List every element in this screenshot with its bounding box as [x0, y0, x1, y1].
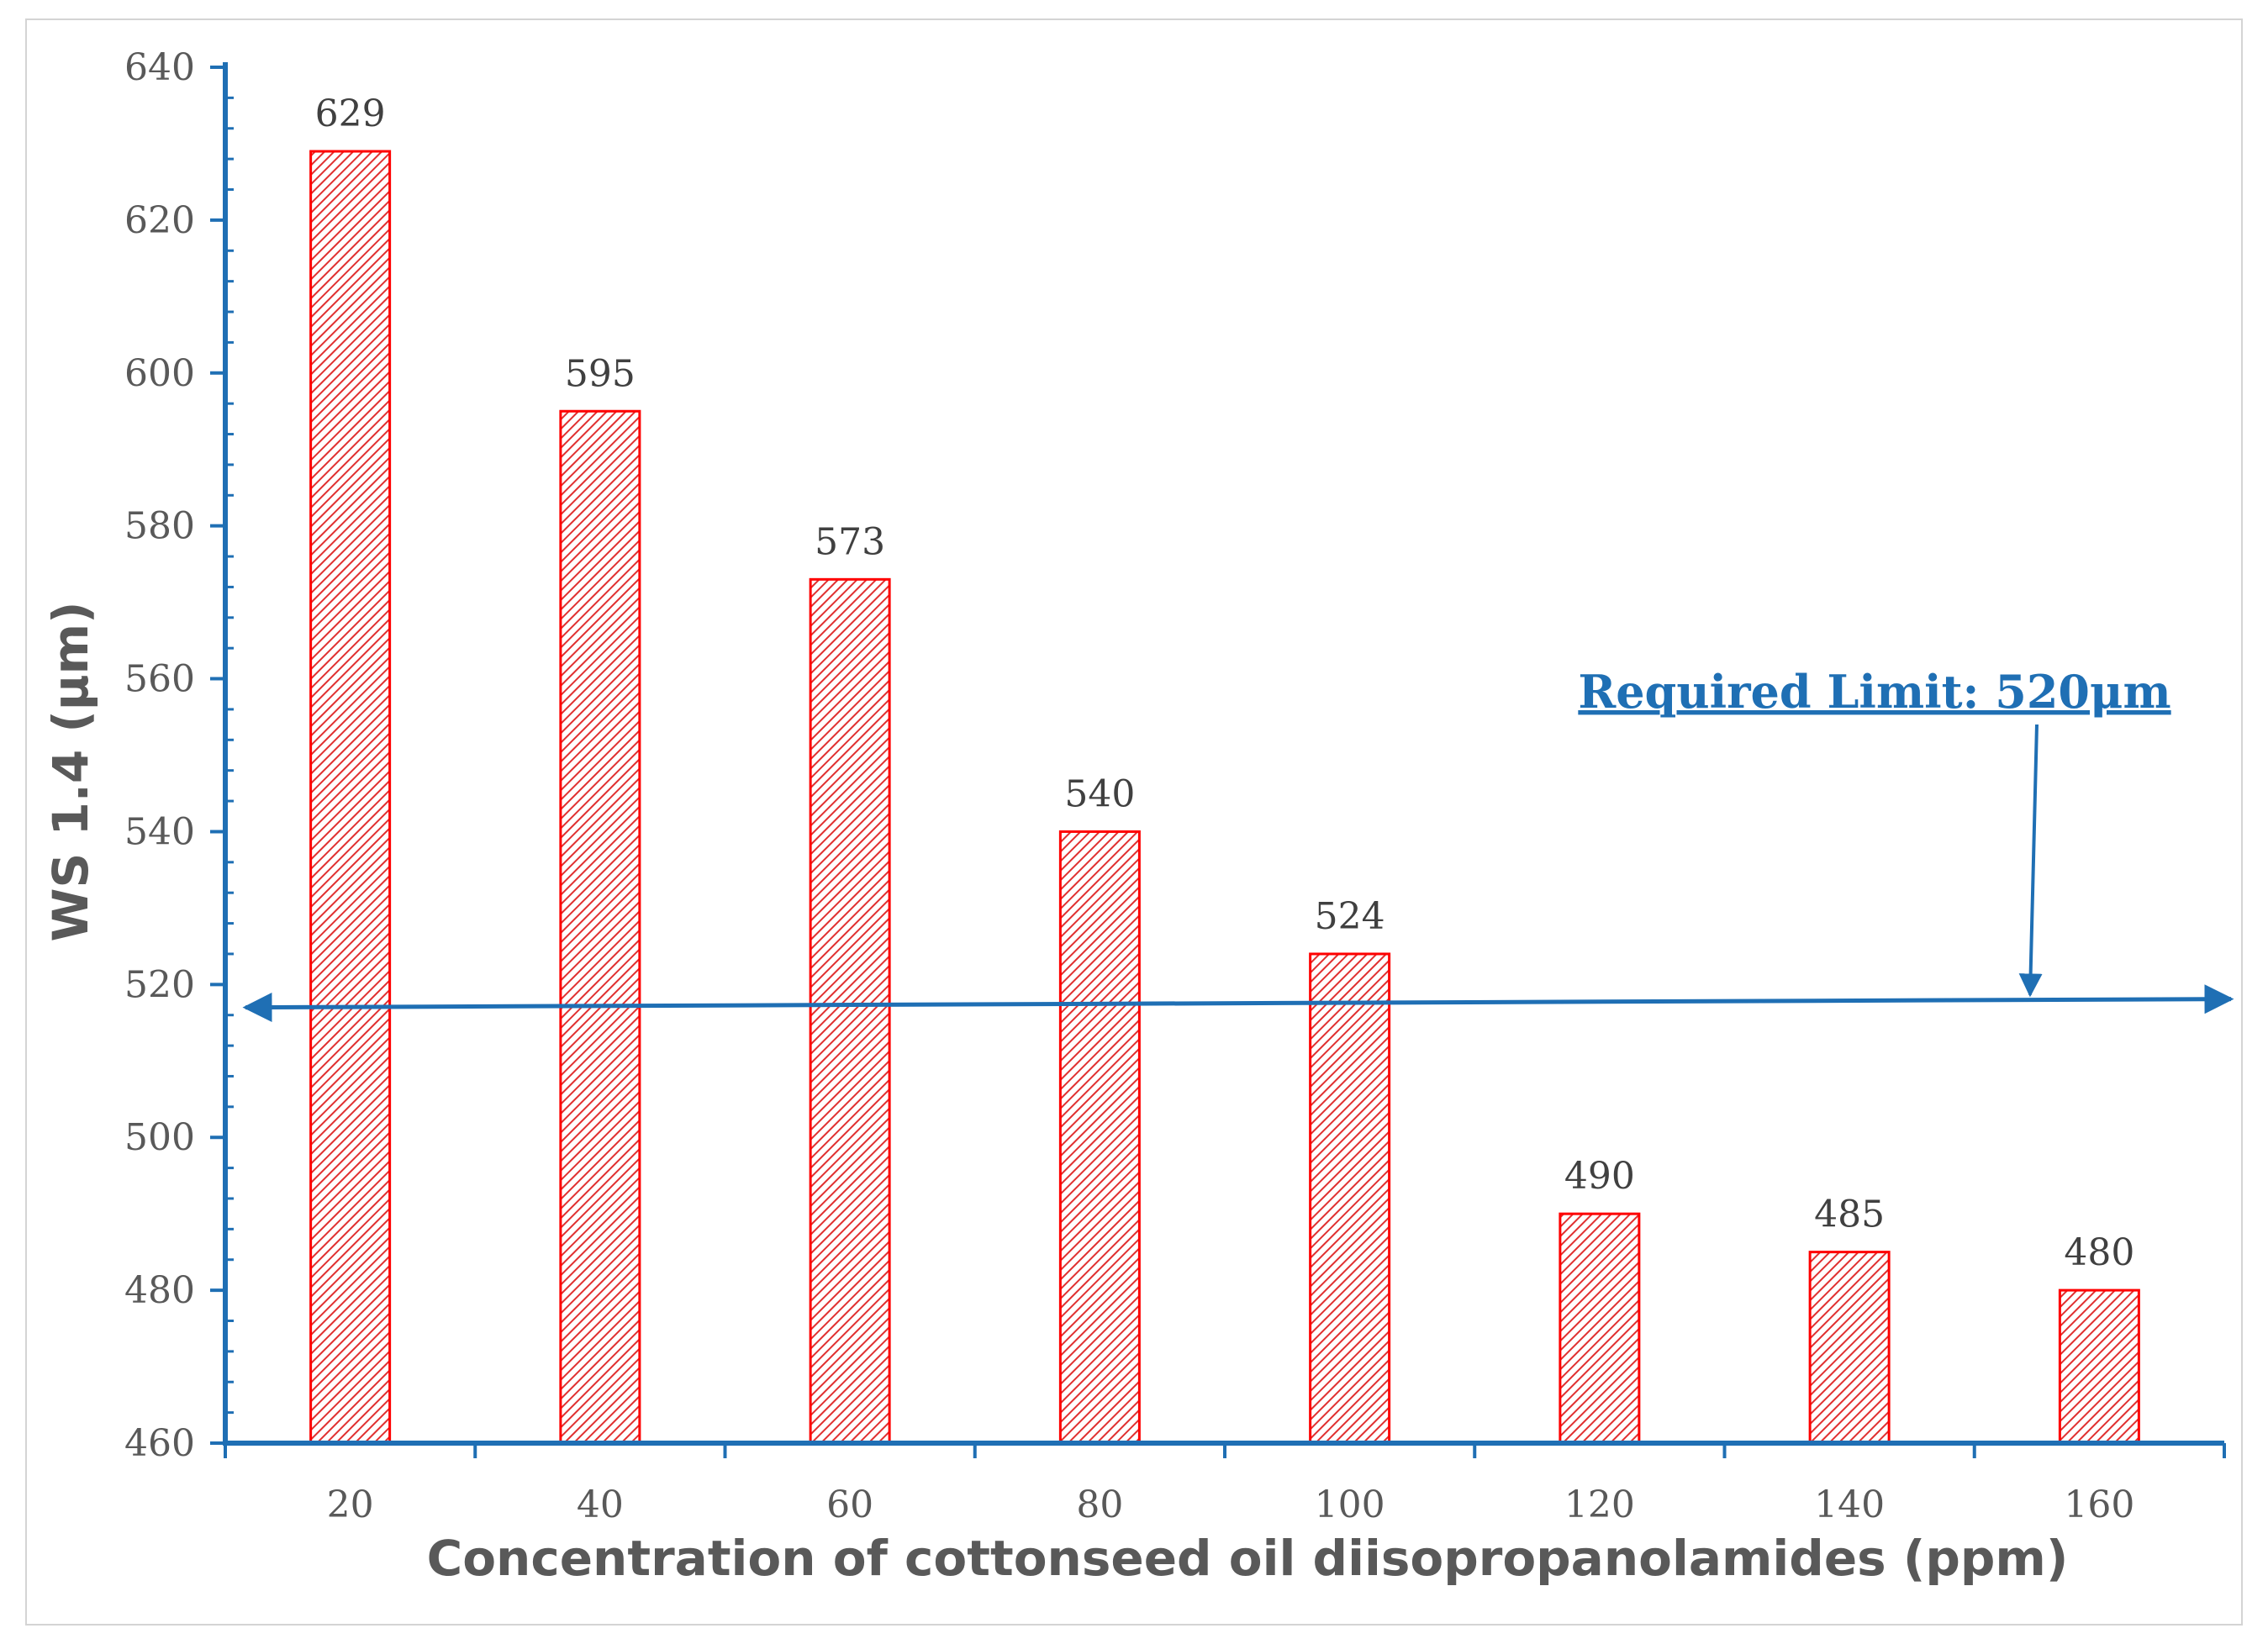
y-tick-label-500: 500	[124, 1116, 195, 1159]
y-tick-label-540: 540	[124, 810, 195, 853]
limit-pointer-arrow	[2018, 724, 2043, 998]
x-tick-label-40: 40	[577, 1483, 624, 1526]
y-tick-label-460: 460	[124, 1422, 195, 1465]
bars-layer	[309, 150, 2140, 1445]
bar-100	[1309, 952, 1391, 1445]
x-tick-label-140: 140	[1814, 1483, 1885, 1526]
y-tick-label-520: 520	[124, 963, 195, 1006]
value-label-100: 524	[1315, 895, 1385, 938]
value-label-60: 573	[815, 520, 885, 563]
value-label-40: 595	[565, 352, 636, 395]
bar-chart: 629 20 595 40 573 60 540 80 524 100 490 120 485 140 48…	[42, 46, 2234, 1587]
chart-frame: 629 20 595 40 573 60 540 80 524 100 490 120 485 140 48…	[25, 18, 2243, 1626]
required-limit-line	[242, 984, 2234, 1022]
bar-20	[309, 150, 392, 1445]
bar-80	[1058, 830, 1141, 1445]
y-tick-label-480: 480	[124, 1269, 195, 1312]
bar-40	[559, 409, 641, 1445]
value-label-80: 540	[1064, 772, 1135, 815]
x-tick-label-60: 60	[826, 1483, 873, 1526]
x-tick-label-80: 80	[1076, 1483, 1123, 1526]
value-label-160: 480	[2064, 1231, 2134, 1274]
bar-160	[2058, 1288, 2140, 1445]
value-label-20: 629	[315, 92, 386, 135]
y-tick-label-560: 560	[124, 658, 195, 701]
bar-140	[1808, 1251, 1891, 1445]
bar-120	[1559, 1212, 1641, 1445]
x-tick-label-20: 20	[327, 1483, 374, 1526]
value-label-120: 490	[1564, 1155, 1635, 1198]
value-label-140: 485	[1814, 1193, 1885, 1236]
x-tick-label-160: 160	[2064, 1483, 2134, 1526]
x-tick-label-100: 100	[1315, 1483, 1385, 1526]
y-tick-label-580: 580	[124, 505, 195, 548]
y-tick-label-600: 600	[124, 352, 195, 395]
x-tick-label-120: 120	[1564, 1483, 1635, 1526]
y-tick-label-640: 640	[124, 46, 195, 89]
y-axis-title: WS 1.4 (μm)	[42, 601, 99, 941]
y-tick-label-620: 620	[124, 199, 195, 242]
labels-layer: 629 20 595 40 573 60 540 80 524 100 490 120 485 140 48…	[124, 46, 2134, 1526]
axes-layer	[210, 62, 2234, 1458]
required-limit-label: Required Limit: 520μm	[1578, 665, 2170, 719]
x-axis-title: Concentration of cottonseed oil diisopro…	[427, 1530, 2069, 1587]
bar-60	[809, 577, 891, 1445]
